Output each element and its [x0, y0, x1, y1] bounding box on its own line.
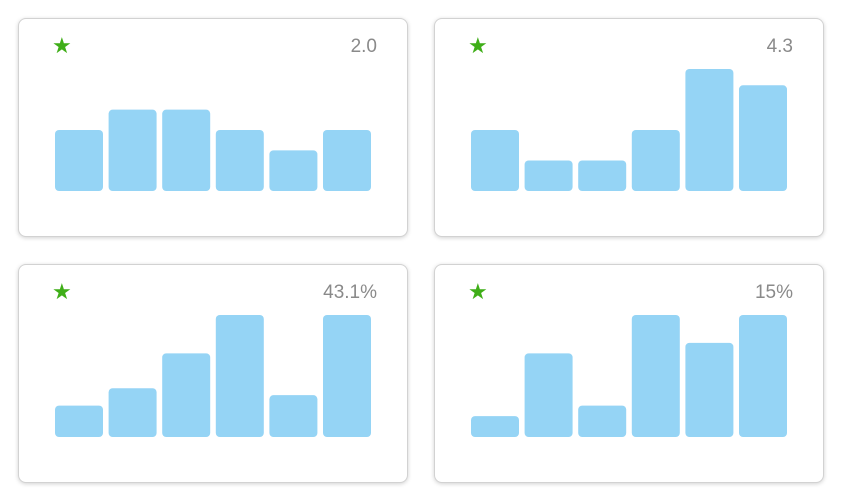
- star-icon[interactable]: ★: [468, 280, 488, 305]
- metric-value: 2.0: [350, 36, 377, 57]
- bar: [524, 353, 573, 437]
- metric-value: 43.1%: [323, 282, 377, 303]
- bar: [162, 353, 211, 437]
- bar: [578, 405, 627, 437]
- metric-value: 4.3: [766, 36, 793, 57]
- bar: [269, 150, 318, 191]
- metric-value: 15%: [754, 282, 793, 303]
- star-icon[interactable]: ★: [468, 34, 488, 59]
- bar: [215, 130, 264, 191]
- bar: [162, 109, 211, 191]
- bar: [55, 130, 103, 191]
- bar: [739, 85, 787, 191]
- bar: [323, 315, 371, 437]
- bar: [631, 130, 680, 191]
- bar: [631, 315, 680, 437]
- bar: [55, 405, 103, 437]
- bar: [739, 315, 787, 437]
- bar: [471, 416, 519, 437]
- bar: [471, 130, 519, 191]
- metric-card-1[interactable]: ★ 2.0: [18, 18, 408, 237]
- bar: [323, 130, 371, 191]
- star-icon[interactable]: ★: [52, 280, 72, 305]
- bar-chart: [55, 109, 371, 191]
- bar-chart: [55, 315, 371, 437]
- metric-card-2[interactable]: ★ 4.3: [434, 18, 824, 237]
- bar: [215, 315, 264, 437]
- metric-card-4[interactable]: ★ 15%: [434, 264, 824, 483]
- star-icon[interactable]: ★: [52, 34, 72, 59]
- bar: [524, 160, 573, 191]
- bar: [578, 160, 627, 191]
- bar-chart: [471, 69, 787, 191]
- bar: [685, 69, 734, 191]
- bar: [685, 342, 734, 437]
- metric-card-3[interactable]: ★ 43.1%: [18, 264, 408, 483]
- bar: [269, 395, 318, 437]
- bar-chart: [471, 315, 787, 437]
- bar: [108, 109, 157, 191]
- bar: [108, 388, 157, 437]
